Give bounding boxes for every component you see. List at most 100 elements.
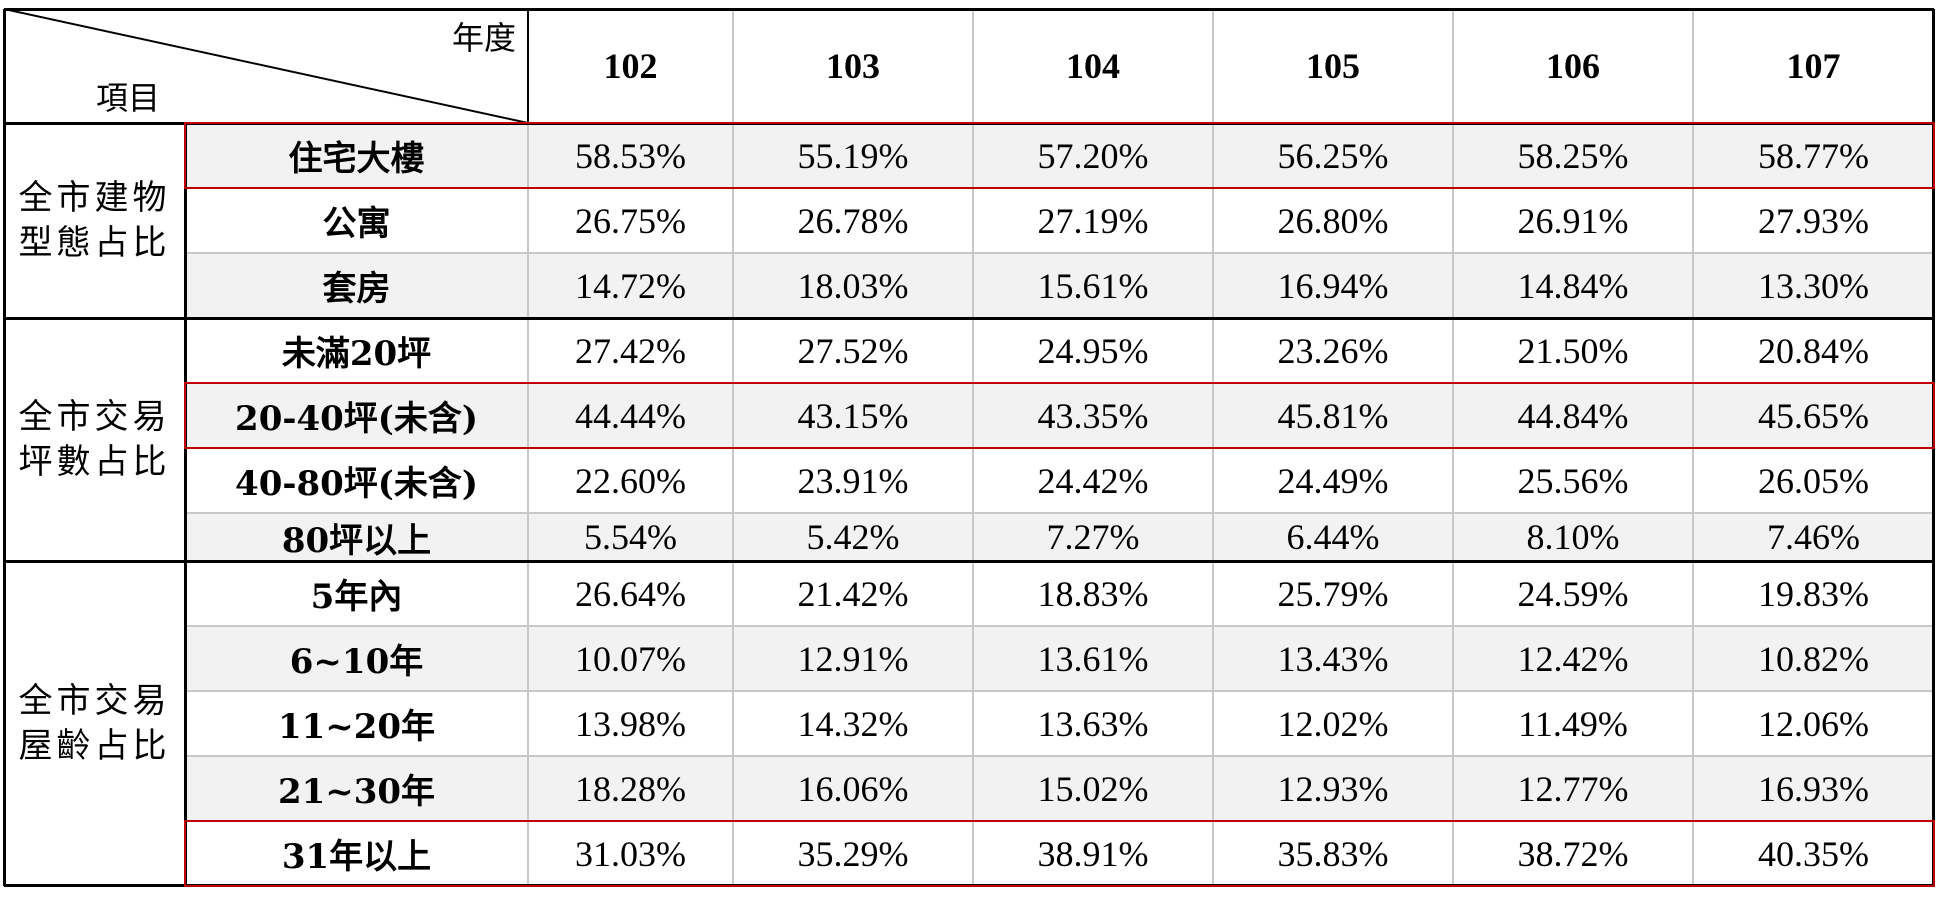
row-shading bbox=[185, 123, 1934, 188]
value-cell: 16.06% bbox=[797, 768, 909, 809]
value-cell: 27.93% bbox=[1758, 200, 1869, 241]
value-cell: 56.25% bbox=[1277, 135, 1389, 176]
row-label: 80坪以上 bbox=[281, 520, 432, 561]
highlight-row-border bbox=[184, 382, 1935, 449]
row-shading bbox=[185, 756, 1934, 821]
row-label: 公寓 bbox=[322, 204, 391, 244]
value-cell: 38.91% bbox=[1037, 833, 1149, 874]
value-cell: 44.84% bbox=[1517, 395, 1629, 436]
value-cell: 23.26% bbox=[1277, 330, 1389, 371]
value-cell: 15.02% bbox=[1037, 768, 1149, 809]
group-label-line: 屋齡占比 bbox=[18, 725, 171, 766]
value-cell: 13.43% bbox=[1277, 638, 1389, 679]
value-cell: 26.64% bbox=[575, 573, 686, 614]
value-cell: 31.03% bbox=[575, 833, 686, 874]
row-label: 31年以上 bbox=[281, 837, 432, 877]
frame-left bbox=[3, 9, 6, 886]
group-label-line: 坪數占比 bbox=[18, 441, 171, 482]
value-cell: 11.49% bbox=[1518, 703, 1628, 744]
value-cell: 12.91% bbox=[797, 638, 909, 679]
row-label: 40-80坪(未含) bbox=[235, 464, 478, 504]
value-cell: 15.61% bbox=[1037, 265, 1149, 306]
value-cell: 38.72% bbox=[1517, 833, 1629, 874]
row-label: 未滿20坪 bbox=[281, 334, 432, 374]
value-cell: 7.27% bbox=[1046, 517, 1140, 557]
value-cell: 35.83% bbox=[1277, 833, 1389, 874]
row-label: 6~10年 bbox=[289, 642, 424, 682]
value-cell: 35.29% bbox=[797, 833, 909, 874]
value-cell: 18.28% bbox=[575, 768, 686, 809]
value-cell: 13.98% bbox=[575, 703, 686, 744]
value-cell: 10.07% bbox=[575, 638, 686, 679]
value-cell: 43.35% bbox=[1037, 395, 1149, 436]
value-cell: 13.30% bbox=[1758, 265, 1869, 306]
value-cell: 57.20% bbox=[1037, 135, 1149, 176]
corner-item-label: 項目 bbox=[96, 79, 161, 117]
statistics-table: 年度 項目 102 103 104 105 106 107 住宅大樓 58.53% 55.19%… bbox=[3, 8, 1935, 890]
year-header-104: 104 bbox=[1066, 46, 1120, 86]
group-label-line: 全市交易 bbox=[18, 680, 171, 721]
row-label: 住宅大樓 bbox=[288, 139, 425, 179]
value-cell: 25.79% bbox=[1277, 573, 1389, 614]
row-divider bbox=[185, 252, 1934, 254]
value-cell: 19.83% bbox=[1758, 573, 1869, 614]
value-cell: 8.10% bbox=[1526, 517, 1620, 557]
value-cell: 21.42% bbox=[797, 573, 909, 614]
value-cell: 24.59% bbox=[1517, 573, 1629, 614]
header-corner-border bbox=[527, 9, 529, 123]
group-label: 全市交易 坪數占比 bbox=[4, 318, 185, 561]
value-cell: 14.72% bbox=[575, 265, 686, 306]
row-label: 20-40坪(未含) bbox=[235, 399, 478, 439]
row-shading bbox=[185, 513, 1934, 561]
row-divider bbox=[185, 625, 1934, 627]
row-shading bbox=[185, 626, 1934, 691]
value-cell: 40.35% bbox=[1758, 833, 1869, 874]
corner-header-cell: 年度 項目 bbox=[4, 9, 528, 123]
group-label: 全市建物 型態占比 bbox=[4, 123, 185, 318]
row-divider bbox=[185, 512, 1934, 514]
value-cell: 10.82% bbox=[1758, 638, 1869, 679]
value-cell: 6.44% bbox=[1286, 517, 1380, 557]
group-divider bbox=[4, 560, 1934, 563]
row-shading bbox=[185, 383, 1934, 448]
row-label: 11~20年 bbox=[277, 707, 436, 747]
value-cell: 16.94% bbox=[1277, 265, 1389, 306]
value-cell: 7.46% bbox=[1767, 517, 1860, 557]
value-cell: 22.60% bbox=[575, 460, 686, 501]
value-cell: 13.61% bbox=[1037, 638, 1149, 679]
value-cell: 20.84% bbox=[1758, 330, 1869, 371]
year-header-107: 107 bbox=[1786, 46, 1841, 86]
value-cell: 44.44% bbox=[575, 395, 686, 436]
group-label-line: 全市交易 bbox=[18, 396, 171, 437]
corner-year-label: 年度 bbox=[451, 19, 516, 57]
year-header-106: 106 bbox=[1546, 46, 1600, 86]
value-cell: 18.03% bbox=[797, 265, 909, 306]
group-column-border bbox=[184, 123, 187, 886]
value-cell: 13.63% bbox=[1037, 703, 1149, 744]
value-cell: 26.80% bbox=[1277, 200, 1389, 241]
corner-diagonal-line bbox=[4, 9, 528, 123]
year-header-103: 103 bbox=[826, 46, 880, 86]
value-cell: 16.93% bbox=[1758, 768, 1869, 809]
row-shading bbox=[185, 253, 1934, 318]
row-divider bbox=[185, 690, 1934, 692]
value-cell: 45.65% bbox=[1758, 395, 1869, 436]
value-cell: 14.84% bbox=[1517, 265, 1629, 306]
value-cell: 58.25% bbox=[1517, 135, 1629, 176]
value-cell: 24.49% bbox=[1277, 460, 1389, 501]
value-cell: 58.53% bbox=[575, 135, 686, 176]
value-cell: 12.77% bbox=[1517, 768, 1629, 809]
highlight-row-border bbox=[184, 122, 1935, 189]
value-cell: 21.50% bbox=[1517, 330, 1629, 371]
value-cell: 5.54% bbox=[584, 517, 677, 557]
value-cell: 12.93% bbox=[1277, 768, 1389, 809]
value-cell: 23.91% bbox=[797, 460, 909, 501]
row-label: 21~30年 bbox=[277, 772, 436, 812]
value-cell: 26.75% bbox=[575, 200, 686, 241]
group-label: 全市交易 屋齡占比 bbox=[4, 561, 185, 886]
value-cell: 58.77% bbox=[1758, 135, 1869, 176]
value-cell: 25.56% bbox=[1517, 460, 1629, 501]
value-cell: 12.42% bbox=[1517, 638, 1629, 679]
frame-top bbox=[4, 8, 1934, 11]
year-header-102: 102 bbox=[603, 46, 658, 86]
